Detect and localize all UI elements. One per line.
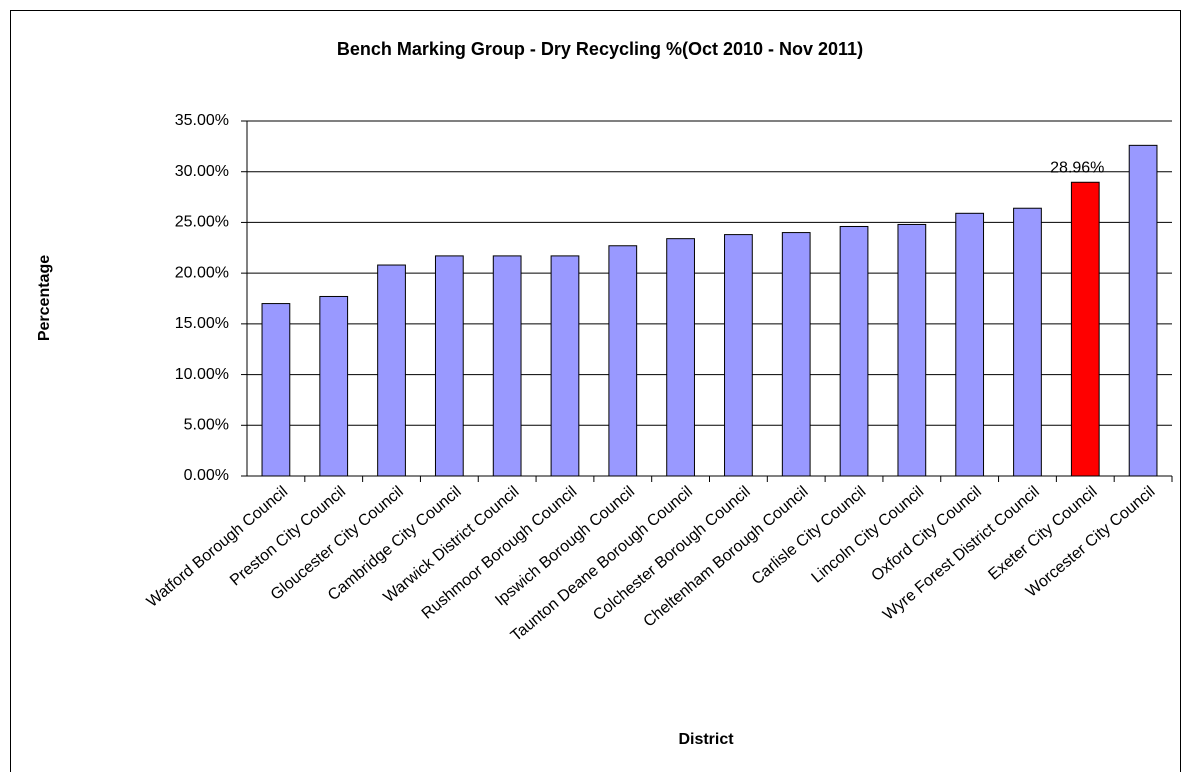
bar xyxy=(1070,181,1100,477)
y-axis-label: Percentage xyxy=(36,255,53,341)
bar xyxy=(781,232,811,477)
bar xyxy=(955,212,985,477)
chart-border xyxy=(10,10,1181,772)
bar xyxy=(1128,144,1158,477)
bar xyxy=(492,255,522,477)
bar xyxy=(608,245,638,477)
bar xyxy=(666,238,695,477)
bar xyxy=(319,295,349,477)
bar xyxy=(897,223,927,477)
bar xyxy=(434,255,464,477)
y-tick-label: 35.00% xyxy=(175,112,229,129)
y-tick-label: 0.00% xyxy=(184,467,229,484)
bar xyxy=(550,255,580,477)
bar xyxy=(377,264,406,477)
y-tick-label: 25.00% xyxy=(175,214,229,231)
chart-title: Bench Marking Group - Dry Recycling %(Oc… xyxy=(337,39,863,59)
y-tick-label: 20.00% xyxy=(175,264,229,281)
bar xyxy=(261,303,291,477)
bar xyxy=(839,225,869,477)
y-tick-label: 5.00% xyxy=(184,417,229,434)
bar xyxy=(1013,207,1042,477)
data-label: 28.96% xyxy=(1050,159,1104,176)
y-tick-label: 30.00% xyxy=(175,163,229,180)
x-axis-label: District xyxy=(678,731,734,748)
y-tick-label: 15.00% xyxy=(175,315,229,332)
bar xyxy=(724,234,753,477)
y-tick-label: 10.00% xyxy=(175,366,229,383)
